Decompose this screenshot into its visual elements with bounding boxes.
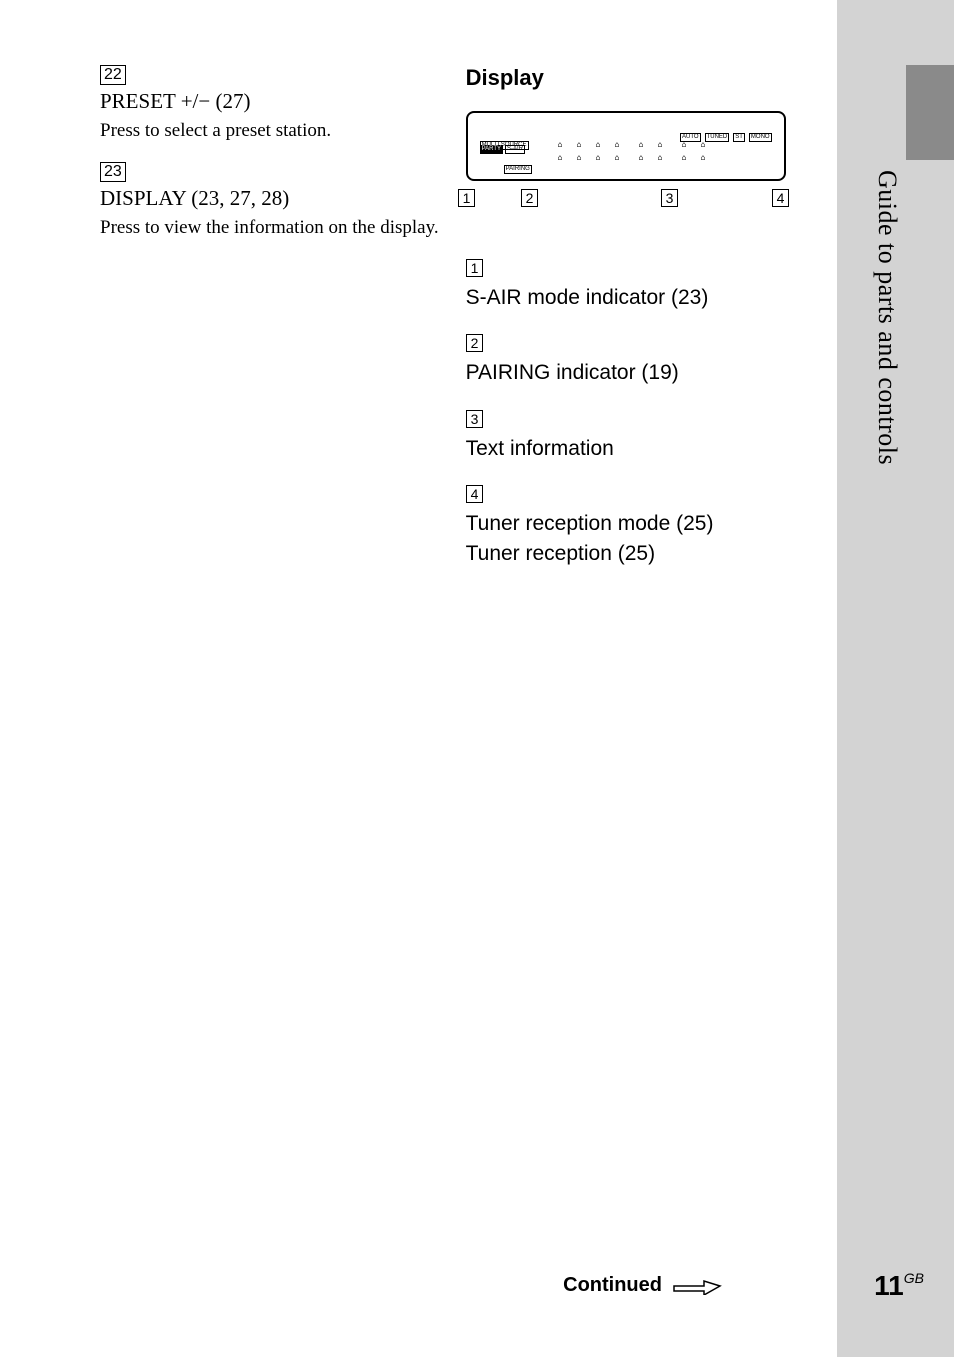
callout-number: 3: [661, 189, 679, 207]
callout-number: 4: [772, 189, 790, 207]
boxed-number: 23: [100, 162, 126, 182]
item-title: DISPLAY (23, 27, 28): [100, 186, 446, 211]
boxed-number: 22: [100, 65, 126, 85]
display-panel-diagram: MULTI SOURCE PARTY S-AIR PAIRING AUTO TU…: [466, 111, 786, 181]
boxed-number: 2: [466, 334, 484, 352]
display-item-1: 1 S-AIR mode indicator (23): [466, 259, 792, 312]
item-text: Tuner reception (25): [466, 539, 792, 568]
side-tab-indicator: [906, 65, 954, 160]
panel-label: PARTY: [480, 145, 503, 154]
page-content: 22 PRESET +/− (27) Press to select a pre…: [0, 0, 837, 1357]
continued-arrow-icon: [672, 1277, 722, 1295]
item-title: PRESET +/− (27): [100, 89, 446, 114]
continued-label: Continued: [563, 1274, 662, 1297]
display-item-4: 4 Tuner reception mode (25) Tuner recept…: [466, 485, 792, 568]
footer-continued: Continued: [563, 1274, 722, 1297]
panel-label: PAIRING: [504, 165, 532, 174]
callout-number: 1: [458, 189, 476, 207]
page-number-suffix: GB: [904, 1270, 924, 1286]
display-item-3: 3 Text information: [466, 410, 792, 463]
item-text: S-AIR mode indicator (23): [466, 283, 792, 312]
section-title-vertical: Guide to parts and controls: [872, 170, 902, 465]
item-text: PAIRING indicator (19): [466, 358, 792, 387]
boxed-number: 1: [466, 259, 484, 277]
control-item-23: 23 DISPLAY (23, 27, 28) Press to view th…: [100, 162, 446, 241]
panel-label: MONO: [749, 133, 772, 142]
display-item-2: 2 PAIRING indicator (19): [466, 334, 792, 387]
main-columns: 22 PRESET +/− (27) Press to select a pre…: [0, 65, 837, 590]
right-column: Display MULTI SOURCE PARTY S-AIR PAIRING…: [466, 65, 792, 590]
item-description: Press to select a preset station.: [100, 118, 446, 144]
item-text: Text information: [466, 434, 792, 463]
item-description: Press to view the information on the dis…: [100, 215, 446, 241]
left-column: 22 PRESET +/− (27) Press to select a pre…: [100, 65, 466, 590]
display-heading: Display: [466, 65, 792, 91]
control-item-22: 22 PRESET +/− (27) Press to select a pre…: [100, 65, 446, 144]
page-number: 11GB: [874, 1270, 924, 1302]
segment-display: ⌂⌂ ⌂⌂ ⌂⌂ ⌂⌂ ⌂⌂ ⌂⌂ ⌂⌂ ⌂⌂: [552, 139, 712, 164]
callout-numbers-row: 1 2 3 4: [466, 189, 786, 209]
boxed-number: 4: [466, 485, 484, 503]
panel-label: S-AIR: [505, 145, 525, 154]
page-number-value: 11: [874, 1270, 904, 1301]
callout-number: 2: [521, 189, 539, 207]
panel-label: ST: [733, 133, 745, 142]
item-text: Tuner reception mode (25): [466, 509, 792, 538]
boxed-number: 3: [466, 410, 484, 428]
